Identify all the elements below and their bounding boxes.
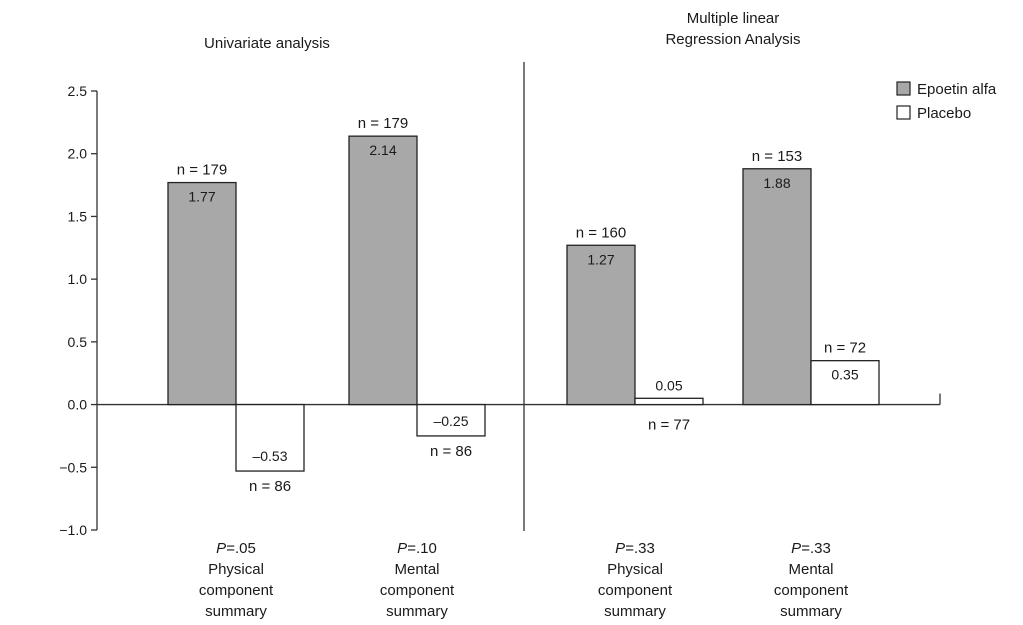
y-tick-label: 2.5 [68, 83, 88, 99]
category-label: Physical [607, 561, 663, 578]
bar-value-label: 1.27 [587, 251, 614, 267]
category-label: summary [205, 603, 267, 620]
p-value-label: P=.10 [397, 540, 437, 557]
n-label: n = 77 [648, 417, 690, 434]
bar-placebo [810, 360, 880, 406]
legend-label: Epoetin alfa [917, 81, 997, 98]
p-value-label: P=.05 [216, 540, 256, 557]
legend-label: Placebo [917, 105, 971, 122]
p-value-label: P=.33 [615, 540, 655, 557]
bar-value-label: 1.77 [188, 189, 215, 205]
bar-value-label: 2.14 [369, 142, 396, 158]
panel-title: Regression Analysis [665, 31, 800, 48]
category-label: summary [386, 603, 448, 620]
n-label: n = 179 [177, 162, 227, 179]
category-label: summary [780, 603, 842, 620]
category-label: component [598, 582, 673, 599]
category-label: Physical [208, 561, 264, 578]
n-label: n = 160 [576, 224, 626, 241]
category-label: Mental [394, 561, 439, 578]
n-label: n = 179 [358, 115, 408, 132]
y-tick-label: 1.0 [68, 271, 88, 287]
n-label: n = 86 [430, 443, 472, 460]
bar-value-label: 0.05 [655, 377, 682, 393]
legend-swatch-placebo [896, 105, 911, 120]
p-value-label: P=.33 [791, 540, 831, 557]
bar-placebo [235, 403, 305, 472]
y-tick-label: −1.0 [59, 522, 87, 538]
y-tick-label: −0.5 [59, 459, 87, 475]
panel-title: Multiple linear [687, 10, 780, 27]
y-tick-label: 1.5 [68, 208, 88, 224]
category-label: component [380, 582, 455, 599]
bar-placebo [416, 403, 486, 437]
bar-epoetin [566, 244, 636, 406]
bar-epoetin [348, 135, 418, 406]
n-label: n = 72 [824, 340, 866, 357]
bar-value-label: 1.88 [763, 175, 790, 191]
y-tick-label: 0.0 [68, 397, 88, 413]
category-label: Mental [788, 561, 833, 578]
bar-value-label: 0.35 [831, 367, 858, 383]
legend-swatch-epoetin [896, 81, 911, 96]
bar-value-label: –0.25 [433, 413, 468, 429]
category-label: summary [604, 603, 666, 620]
y-tick-label: 2.0 [68, 146, 88, 162]
panel-title: Univariate analysis [204, 35, 330, 52]
category-label: component [774, 582, 849, 599]
category-label: component [199, 582, 274, 599]
y-tick-label: 0.5 [68, 334, 88, 350]
bar-epoetin [742, 168, 812, 406]
bar-epoetin [167, 181, 237, 406]
n-label: n = 86 [249, 478, 291, 495]
n-label: n = 153 [752, 148, 802, 165]
bar-value-label: –0.53 [252, 448, 287, 464]
bar-placebo [634, 397, 704, 406]
